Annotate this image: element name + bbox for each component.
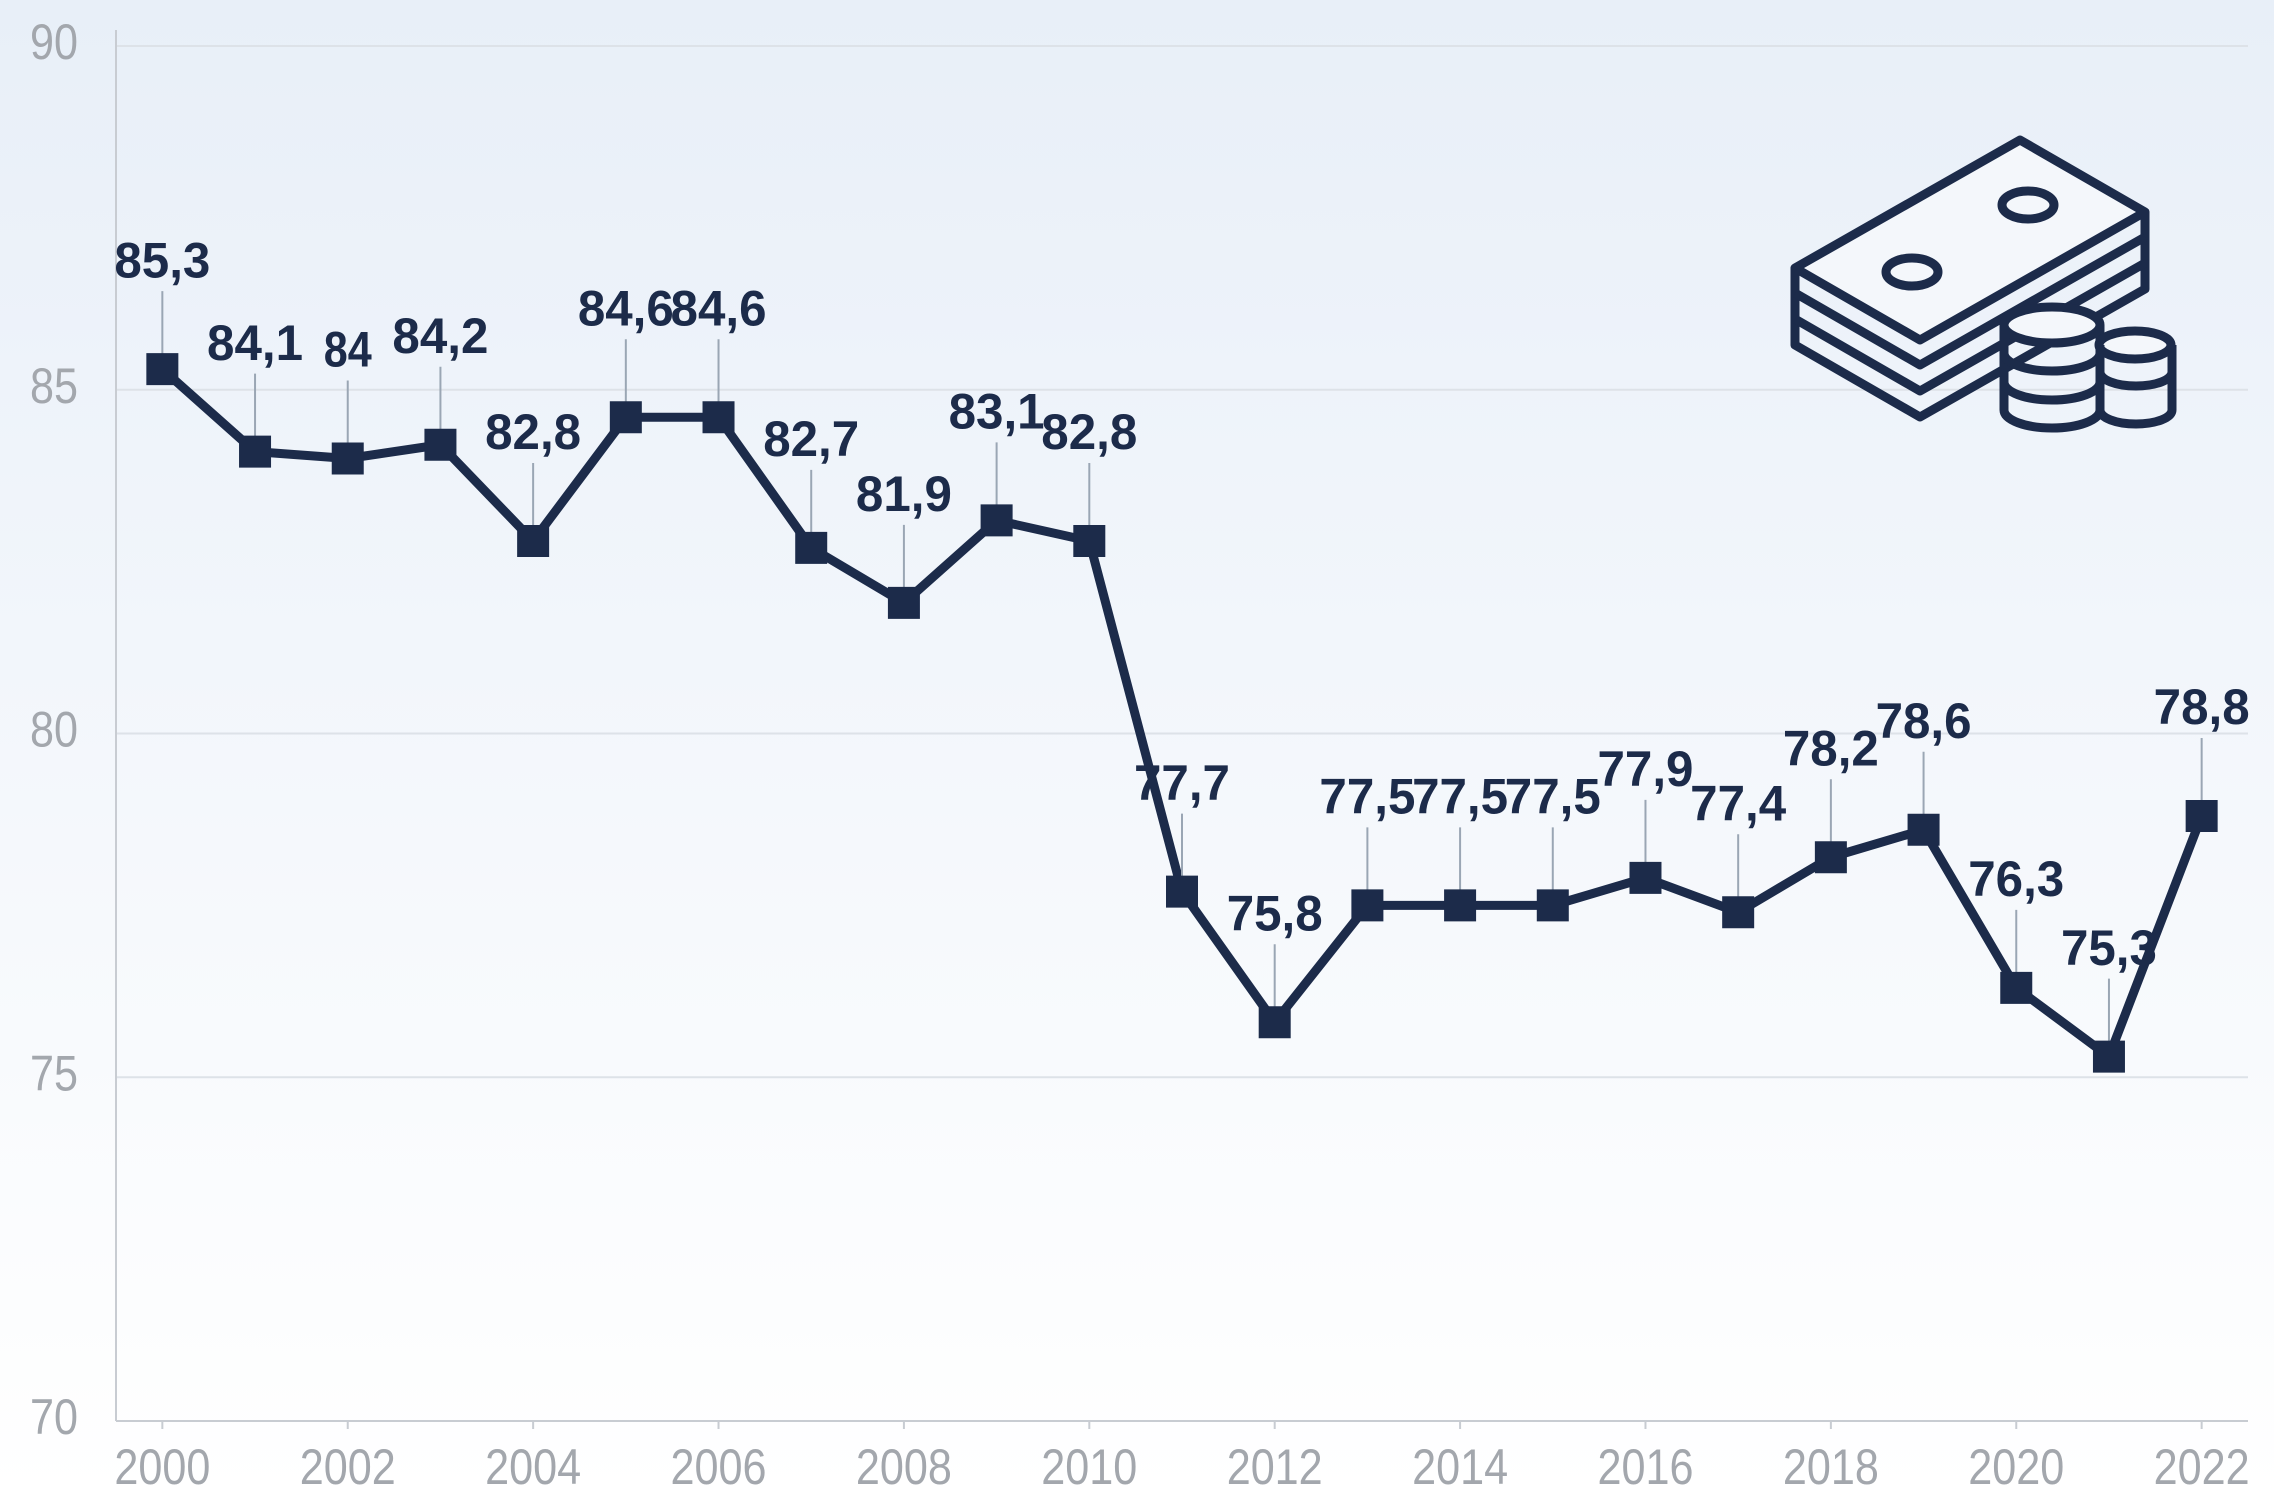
marker — [331, 442, 364, 475]
marker — [2000, 971, 2033, 1004]
y-tick-label: 80 — [30, 702, 78, 758]
marker — [1629, 861, 1662, 894]
marker — [517, 525, 550, 557]
marker — [1907, 813, 1940, 846]
y-tick-label: 90 — [30, 14, 78, 70]
value-label: 84,6 — [671, 280, 767, 336]
y-tick-label: 70 — [30, 1389, 78, 1445]
y-tick-label: 85 — [30, 358, 78, 414]
value-label: 85,3 — [114, 232, 210, 288]
marker — [2092, 1040, 2125, 1073]
value-label: 77,9 — [1597, 741, 1693, 797]
value-label: 84,1 — [207, 315, 303, 371]
marker — [424, 428, 457, 461]
marker — [980, 504, 1013, 537]
x-tick-label: 2008 — [856, 1439, 952, 1494]
x-tick-label: 2014 — [1412, 1439, 1508, 1494]
marker — [1073, 525, 1106, 557]
value-label: 82,7 — [763, 411, 859, 467]
marker — [1814, 841, 1847, 874]
value-label: 82,8 — [485, 404, 581, 460]
value-label: 77,5 — [1505, 769, 1601, 825]
value-label: 78,6 — [1876, 693, 1972, 749]
value-label: 84 — [324, 322, 372, 378]
x-tick-label: 2012 — [1227, 1439, 1323, 1494]
x-tick-label: 2006 — [671, 1439, 767, 1494]
value-label: 84,6 — [578, 280, 674, 336]
marker — [1166, 875, 1198, 908]
marker — [1444, 889, 1477, 922]
x-tick-label: 2010 — [1041, 1439, 1137, 1494]
marker — [795, 531, 828, 564]
value-label: 78,8 — [2154, 679, 2250, 735]
marker — [1536, 889, 1569, 922]
marker — [239, 435, 272, 468]
marker — [1351, 889, 1384, 922]
x-tick-label: 2002 — [300, 1439, 396, 1494]
x-tick-label: 2018 — [1783, 1439, 1879, 1494]
x-tick-label: 2020 — [1968, 1439, 2064, 1494]
x-tick-label: 2004 — [485, 1439, 581, 1494]
y-tick-label: 75 — [30, 1045, 78, 1101]
marker — [1258, 1006, 1291, 1039]
money-icon — [1790, 135, 2177, 433]
marker — [887, 586, 920, 619]
value-label: 83,1 — [949, 384, 1045, 440]
value-label: 81,9 — [856, 466, 952, 522]
value-label: 77,7 — [1134, 755, 1230, 811]
value-label: 75,3 — [2061, 920, 2157, 976]
value-label: 77,4 — [1690, 775, 1786, 831]
value-label: 77,5 — [1412, 769, 1508, 825]
value-label: 76,3 — [1968, 851, 2064, 907]
value-label: 77,5 — [1319, 769, 1415, 825]
x-tick-label: 2022 — [2154, 1439, 2250, 1494]
value-label: 84,2 — [392, 308, 488, 364]
marker — [609, 401, 642, 434]
marker — [1722, 896, 1755, 929]
value-label: 82,8 — [1041, 404, 1137, 460]
x-tick-label: 2000 — [114, 1439, 210, 1494]
marker — [146, 353, 179, 386]
marker — [702, 401, 735, 434]
value-label: 75,8 — [1227, 885, 1323, 941]
marker — [2185, 800, 2218, 832]
x-tick-label: 2016 — [1597, 1439, 1693, 1494]
value-label: 78,2 — [1783, 720, 1879, 776]
